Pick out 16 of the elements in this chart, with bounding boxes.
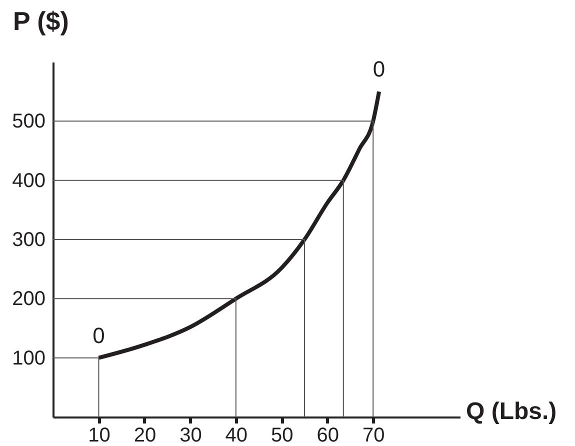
y-tick-label: 400 bbox=[12, 170, 46, 192]
y-axis-title: P ($) bbox=[13, 6, 69, 36]
x-tick-label: 60 bbox=[316, 424, 340, 446]
x-tick-label: 10 bbox=[88, 424, 110, 446]
annotation: 0 bbox=[372, 56, 386, 82]
y-tick-label: 200 bbox=[12, 288, 46, 310]
x-tick-label: 40 bbox=[225, 424, 248, 446]
annotation: 0 bbox=[92, 322, 105, 348]
y-tick-label: 300 bbox=[12, 229, 46, 251]
x-tick-label: 20 bbox=[134, 424, 156, 446]
x-tick-label: 50 bbox=[271, 424, 294, 446]
y-tick-label: 500 bbox=[12, 110, 46, 133]
x-tick-label: 70 bbox=[362, 424, 385, 446]
y-tick-label: 100 bbox=[12, 347, 46, 370]
x-axis-title: Q (Lbs.) bbox=[466, 398, 557, 425]
x-tick-label: 30 bbox=[180, 424, 202, 446]
